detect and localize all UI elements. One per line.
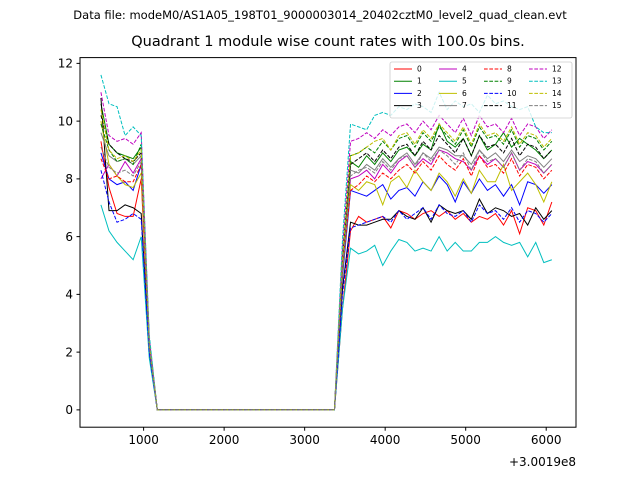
series-layer — [100, 74, 553, 411]
series-line-15 — [100, 146, 553, 411]
series-line-14 — [100, 109, 553, 411]
y-tick-label: 0 — [65, 403, 73, 417]
legend-label-13: 13 — [552, 77, 562, 86]
series-line-12 — [100, 92, 553, 411]
legend-label-9: 9 — [507, 77, 512, 86]
x-tick-label: 1000 — [128, 433, 159, 447]
x-tick-label: 5000 — [450, 433, 481, 447]
legend-label-14: 14 — [552, 89, 562, 98]
legend-label-3: 3 — [417, 101, 422, 110]
x-offset-label: +3.0019e8 — [509, 455, 576, 469]
y-tick-label: 8 — [65, 172, 73, 186]
legend-label-12: 12 — [552, 65, 562, 74]
y-tick-label: 10 — [58, 114, 73, 128]
legend-label-7: 7 — [462, 101, 467, 110]
legend-label-1: 1 — [417, 77, 422, 86]
y-tick-label: 4 — [65, 288, 73, 302]
figure-suptitle: Data file: modeM0/AS1A05_198T01_90000030… — [73, 8, 567, 22]
series-line-6 — [100, 121, 553, 411]
x-tick-label: 2000 — [209, 433, 240, 447]
legend-label-15: 15 — [552, 101, 562, 110]
legend-label-2: 2 — [417, 89, 422, 98]
series-line-9 — [100, 123, 553, 411]
y-tick-label: 6 — [65, 230, 73, 244]
y-tick-label: 2 — [65, 345, 73, 359]
x-tick-label: 6000 — [531, 433, 562, 447]
axes-frame — [79, 57, 577, 428]
x-tick-label: 3000 — [289, 433, 320, 447]
series-line-7 — [100, 132, 553, 411]
legend-box — [389, 61, 573, 119]
legend-label-0: 0 — [417, 65, 422, 74]
x-axis-ticks: 1000 2000 3000 4000 5000 6000 — [128, 427, 561, 447]
series-line-10 — [100, 170, 553, 411]
legend-label-4: 4 — [462, 65, 467, 74]
legend-label-5: 5 — [462, 77, 467, 86]
x-tick-label: 4000 — [370, 433, 401, 447]
legend-label-8: 8 — [507, 65, 512, 74]
series-line-1 — [100, 103, 553, 411]
series-line-5 — [100, 204, 553, 411]
legend-label-6: 6 — [462, 89, 467, 98]
series-line-4 — [100, 149, 553, 411]
series-line-0 — [100, 141, 553, 411]
legend-label-11: 11 — [507, 101, 517, 110]
series-line-8 — [100, 154, 553, 411]
legend-label-10: 10 — [507, 89, 517, 98]
chart-title: Quadrant 1 module wise count rates with … — [131, 34, 525, 50]
series-line-11 — [100, 115, 553, 411]
y-axis-ticks: 0 2 4 6 8 10 12 — [58, 57, 80, 417]
y-tick-label: 12 — [58, 57, 73, 71]
series-line-2 — [100, 152, 553, 411]
